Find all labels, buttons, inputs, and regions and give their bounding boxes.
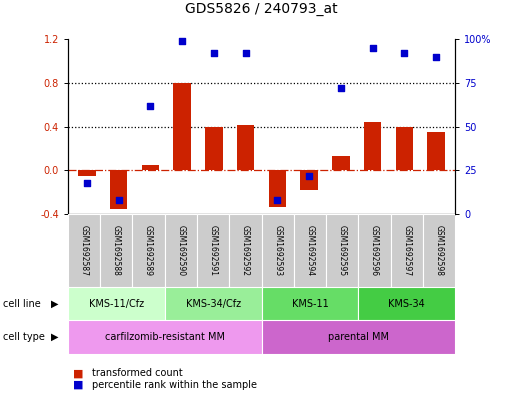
Text: GSM1692594: GSM1692594 xyxy=(305,225,314,276)
Text: GSM1692595: GSM1692595 xyxy=(338,225,347,276)
Text: KMS-34/Cfz: KMS-34/Cfz xyxy=(186,299,241,309)
Text: KMS-11: KMS-11 xyxy=(291,299,328,309)
Bar xyxy=(110,171,128,209)
Bar xyxy=(174,83,191,171)
Text: parental MM: parental MM xyxy=(328,332,389,342)
Bar xyxy=(423,214,455,287)
Text: carfilzomib-resistant MM: carfilzomib-resistant MM xyxy=(105,332,225,342)
Bar xyxy=(427,132,445,171)
Text: GSM1692596: GSM1692596 xyxy=(370,225,379,276)
Bar xyxy=(300,171,318,190)
Bar xyxy=(237,125,254,171)
Bar xyxy=(68,320,262,354)
Bar xyxy=(165,287,262,320)
Point xyxy=(368,45,377,51)
Bar xyxy=(364,122,381,171)
Text: cell line: cell line xyxy=(3,299,40,309)
Bar xyxy=(205,127,223,171)
Bar xyxy=(326,214,358,287)
Text: GDS5826 / 240793_at: GDS5826 / 240793_at xyxy=(185,2,338,16)
Text: GSM1692590: GSM1692590 xyxy=(176,225,185,276)
Text: GSM1692588: GSM1692588 xyxy=(112,225,121,276)
Bar xyxy=(269,171,286,207)
Point xyxy=(432,53,440,60)
Text: KMS-34: KMS-34 xyxy=(388,299,425,309)
Text: GSM1692598: GSM1692598 xyxy=(435,225,444,276)
Bar xyxy=(165,214,197,287)
Bar xyxy=(197,214,229,287)
Bar xyxy=(68,214,100,287)
Bar xyxy=(262,214,294,287)
Point xyxy=(210,50,218,57)
Text: GSM1692593: GSM1692593 xyxy=(273,225,282,276)
Bar xyxy=(229,214,262,287)
Text: ■: ■ xyxy=(73,368,84,378)
Text: GSM1692597: GSM1692597 xyxy=(402,225,411,276)
Point xyxy=(242,50,250,57)
Text: ▶: ▶ xyxy=(51,332,59,342)
Text: transformed count: transformed count xyxy=(92,368,183,378)
Bar xyxy=(262,320,455,354)
Text: percentile rank within the sample: percentile rank within the sample xyxy=(92,380,256,390)
Text: ▶: ▶ xyxy=(51,299,59,309)
Point xyxy=(115,197,123,203)
Text: GSM1692591: GSM1692591 xyxy=(209,225,218,276)
Bar xyxy=(68,287,165,320)
Bar xyxy=(391,214,423,287)
Point xyxy=(178,38,186,44)
Bar xyxy=(358,214,391,287)
Point xyxy=(146,103,155,109)
Text: GSM1692592: GSM1692592 xyxy=(241,225,250,276)
Text: KMS-11/Cfz: KMS-11/Cfz xyxy=(89,299,144,309)
Bar xyxy=(132,214,165,287)
Bar xyxy=(358,287,455,320)
Text: ■: ■ xyxy=(73,380,84,390)
Bar xyxy=(332,156,349,171)
Point xyxy=(273,197,281,203)
Bar xyxy=(78,171,96,176)
Bar xyxy=(294,214,326,287)
Bar xyxy=(262,287,358,320)
Point xyxy=(337,85,345,92)
Bar xyxy=(100,214,132,287)
Text: GSM1692587: GSM1692587 xyxy=(79,225,88,276)
Point xyxy=(83,180,91,186)
Point xyxy=(400,50,408,57)
Bar xyxy=(395,127,413,171)
Text: cell type: cell type xyxy=(3,332,44,342)
Text: GSM1692589: GSM1692589 xyxy=(144,225,153,276)
Bar xyxy=(142,165,159,171)
Point xyxy=(305,173,313,179)
